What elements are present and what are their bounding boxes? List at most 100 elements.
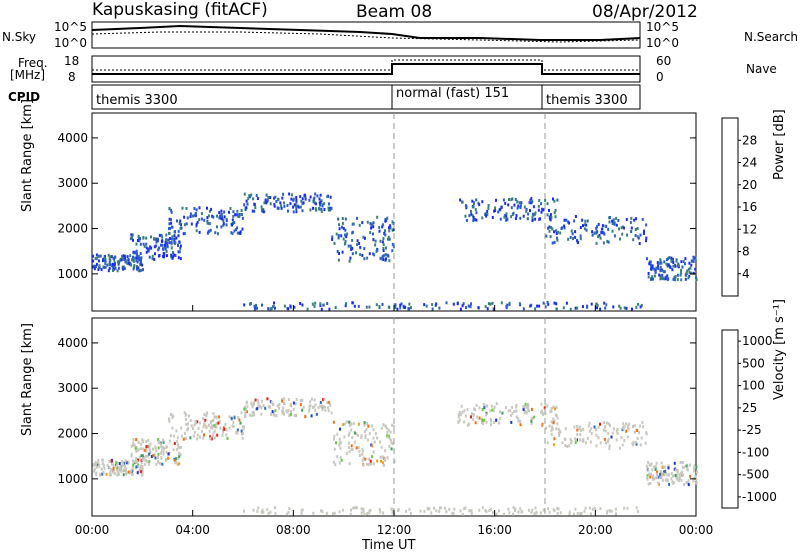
power-echo-cell bbox=[130, 233, 133, 237]
velocity-panel-frame bbox=[91, 317, 697, 517]
velocity-echo-cell bbox=[262, 510, 265, 514]
velocity-echo-cell bbox=[463, 409, 466, 413]
velocity-cbar-tick-label: 1000 bbox=[742, 334, 773, 348]
power-echo-cell bbox=[594, 306, 597, 309]
power-echo-cell bbox=[659, 277, 662, 281]
velocity-echo-cell bbox=[135, 456, 138, 460]
velocity-echo-cell bbox=[355, 506, 358, 510]
velocity-echo-cell bbox=[543, 406, 546, 410]
velocity-echo-cell bbox=[635, 506, 638, 510]
power-echo-cell bbox=[666, 278, 669, 282]
power-echo-cell bbox=[267, 307, 270, 311]
velocity-echo-cell bbox=[642, 425, 645, 429]
power-echo-cell bbox=[223, 210, 226, 214]
velocity-echo-cell bbox=[295, 398, 298, 401]
velocity-echo-cell bbox=[123, 461, 126, 465]
velocity-echo-cell bbox=[627, 424, 630, 428]
velocity-echo-cell bbox=[548, 510, 551, 514]
power-echo-cell bbox=[308, 198, 311, 202]
velocity-echo-cell bbox=[267, 511, 270, 515]
velocity-echo-cell bbox=[674, 474, 677, 477]
power-echo-cell bbox=[132, 238, 134, 242]
power-echo-cell bbox=[688, 261, 691, 265]
velocity-echo-cell bbox=[489, 507, 492, 511]
velocity-echo-cell bbox=[317, 406, 320, 410]
velocity-echo-cell bbox=[376, 436, 379, 440]
freq-tick-bottom: 8 bbox=[68, 70, 76, 84]
power-echo-cell bbox=[130, 235, 133, 239]
power-echo-cell bbox=[673, 278, 676, 282]
velocity-echo-cell bbox=[652, 474, 655, 478]
velocity-echo-cell bbox=[213, 429, 216, 433]
power-echo-cell bbox=[372, 221, 375, 225]
velocity-echo-cell bbox=[312, 511, 315, 515]
velocity-echo-cell bbox=[308, 404, 311, 408]
velocity-cbar-tick-label: -100 bbox=[742, 445, 769, 459]
power-echo-cell bbox=[473, 217, 476, 221]
velocity-echo-cell bbox=[269, 405, 272, 409]
power-echo-cell bbox=[378, 229, 381, 233]
velocity-echo-cell bbox=[505, 406, 508, 409]
power-echo-cell bbox=[368, 305, 371, 309]
velocity-echo-cell bbox=[517, 417, 520, 421]
velocity-echo-cell bbox=[485, 404, 488, 408]
power-echo-cell bbox=[171, 225, 174, 229]
power-echo-cell bbox=[464, 204, 467, 208]
power-echo-cell bbox=[295, 196, 298, 199]
velocity-echo-cell bbox=[267, 404, 270, 408]
power-echo-cell bbox=[290, 193, 293, 197]
power-echo-cell bbox=[289, 202, 292, 206]
velocity-echo-cell bbox=[194, 419, 197, 423]
power-echo-cell bbox=[547, 302, 550, 306]
power-echo-cell bbox=[341, 225, 343, 229]
power-echo-cell bbox=[379, 239, 382, 243]
velocity-echo-cell bbox=[660, 461, 663, 465]
power-echo-cell bbox=[529, 304, 532, 308]
power-echo-cell bbox=[221, 214, 224, 218]
power-echo-cell bbox=[606, 239, 609, 243]
velocity-echo-cell bbox=[641, 421, 644, 424]
power-echo-cell bbox=[153, 245, 156, 249]
power-echo-cell bbox=[667, 263, 670, 267]
velocity-echo-cell bbox=[101, 462, 104, 465]
power-echo-cell bbox=[104, 262, 107, 266]
power-echo-cell bbox=[142, 242, 145, 246]
velocity-echo-cell bbox=[251, 414, 254, 418]
velocity-echo-cell bbox=[176, 436, 179, 440]
power-echo-cell bbox=[304, 197, 307, 201]
velocity-echo-cell bbox=[475, 403, 478, 407]
velocity-echo-cell bbox=[145, 447, 148, 451]
power-echo-cell bbox=[134, 250, 137, 254]
velocity-echo-cell bbox=[228, 415, 231, 419]
power-echo-cell bbox=[245, 206, 248, 210]
velocity-echo-cell bbox=[532, 416, 535, 420]
power-echo-cell bbox=[345, 302, 348, 306]
power-echo-cell bbox=[175, 236, 178, 240]
power-echo-cell bbox=[612, 218, 615, 222]
power-echo-cell bbox=[122, 254, 125, 258]
power-echo-cell bbox=[505, 212, 508, 216]
power-echo-cell bbox=[531, 212, 534, 216]
velocity-echo-cell bbox=[679, 471, 682, 475]
velocity-echo-cell bbox=[566, 445, 569, 448]
velocity-echo-cell bbox=[159, 451, 162, 455]
power-echo-cell bbox=[185, 222, 188, 226]
power-echo-cell bbox=[565, 301, 568, 305]
power-echo-cell bbox=[549, 235, 552, 239]
power-echo-cell bbox=[253, 304, 256, 308]
velocity-echo-cell bbox=[671, 480, 674, 484]
power-echo-cell bbox=[236, 209, 239, 213]
velocity-echo-cell bbox=[242, 425, 245, 429]
velocity-echo-cell bbox=[378, 508, 381, 511]
velocity-echo-cell bbox=[564, 427, 567, 431]
velocity-echo-cell bbox=[157, 460, 160, 464]
power-echo-cell bbox=[336, 250, 339, 253]
power-echo-cell bbox=[133, 264, 136, 267]
freq-tick-top: 18 bbox=[64, 54, 80, 68]
power-echo-cell bbox=[574, 306, 577, 310]
velocity-echo-cell bbox=[363, 430, 366, 434]
power-echo-cell bbox=[484, 305, 487, 309]
power-echo-cell bbox=[256, 306, 258, 310]
velocity-echo-cell bbox=[131, 466, 134, 470]
velocity-echo-cell bbox=[153, 453, 156, 457]
